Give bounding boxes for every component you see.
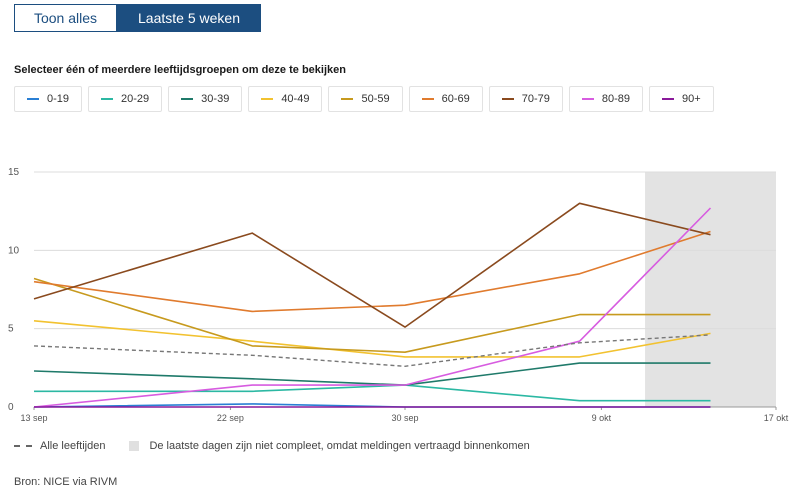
legend-incomplete-note: De laatste dagen zijn niet compleet, omd…	[149, 440, 530, 452]
age-chip-0-19[interactable]: 0-19	[14, 86, 83, 112]
chip-swatch	[662, 98, 675, 100]
incomplete-area-swatch	[129, 441, 140, 451]
age-chip-20-29[interactable]: 20-29	[88, 86, 163, 112]
chip-label: 40-49	[281, 93, 310, 105]
age-group-chips: 0-19 20-29 30-39 40-49 50-59 60-69 70-79 80-89 9…	[14, 86, 754, 112]
x-tick-label: 13 sep	[20, 413, 47, 423]
age-chip-40-49[interactable]: 40-49	[248, 86, 323, 112]
age-chip-50-59[interactable]: 50-59	[328, 86, 403, 112]
x-tick-label: 9 okt	[592, 413, 612, 423]
series-line-50-59	[33, 277, 711, 353]
chip-swatch	[101, 98, 114, 100]
chip-label: 60-69	[441, 93, 470, 105]
y-tick-label: 5	[8, 324, 14, 335]
series-line-alle-leeftijden	[33, 334, 711, 368]
show-all-button[interactable]: Toon alles	[14, 4, 117, 32]
chip-swatch	[181, 98, 194, 100]
dashed-line-swatch	[14, 445, 32, 447]
series-line-40-49	[33, 320, 711, 358]
chip-swatch	[261, 98, 274, 100]
legend-all-ages: Alle leeftijden	[40, 440, 106, 452]
source-note: Bron: NICE via RIVM	[14, 476, 118, 488]
y-tick-label: 15	[8, 167, 20, 178]
series-line-20-29	[34, 384, 711, 402]
age-chip-90plus[interactable]: 90+	[649, 86, 714, 112]
chip-label: 50-59	[361, 93, 390, 105]
chip-swatch	[27, 98, 39, 100]
chip-swatch	[341, 98, 354, 100]
chip-label: 20-29	[121, 93, 150, 105]
chip-label: 0-19	[47, 93, 70, 105]
age-chip-80-89[interactable]: 80-89	[568, 86, 644, 112]
age-chip-60-69[interactable]: 60-69	[408, 86, 483, 112]
series-line-60-69	[33, 230, 711, 313]
view-toggle: Toon alles Laatste 5 weken	[14, 4, 261, 32]
age-chip-70-79[interactable]: 70-79	[488, 86, 563, 112]
series-line-30-39	[33, 362, 711, 386]
chart-legend: Alle leeftijden De laatste dagen zijn ni…	[14, 440, 530, 452]
incomplete-region	[645, 172, 776, 407]
age-chip-30-39[interactable]: 30-39	[168, 86, 243, 112]
chip-label: 90+	[682, 93, 701, 105]
age-group-selector-label: Selecteer één of meerdere leeftijdsgroep…	[14, 64, 346, 76]
x-tick-label: 17 okt	[764, 413, 789, 423]
chip-label: 30-39	[201, 93, 230, 105]
chip-swatch	[421, 98, 434, 100]
chip-swatch	[581, 98, 594, 100]
y-tick-label: 10	[8, 245, 20, 256]
chip-label: 70-79	[521, 93, 550, 105]
x-tick-label: 22 sep	[217, 413, 244, 423]
chip-label: 80-89	[601, 93, 631, 105]
line-chart: 0 5 10 15 13 sep 22 sep 30 sep 9 okt 17 okt	[8, 167, 789, 423]
y-tick-label: 0	[8, 402, 14, 413]
chip-swatch	[501, 98, 514, 100]
series-line-70-79	[33, 202, 711, 328]
x-tick-label: 30 sep	[391, 413, 418, 423]
last-5-weeks-button[interactable]: Laatste 5 weken	[117, 4, 261, 32]
series-line-80-89	[33, 207, 712, 408]
